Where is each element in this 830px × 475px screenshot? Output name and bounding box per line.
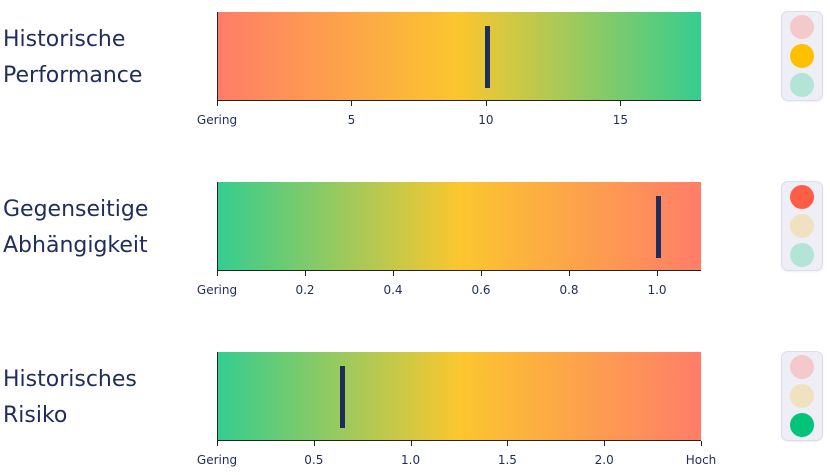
green-lamp-icon — [790, 413, 814, 437]
green-lamp-icon — [790, 73, 814, 97]
axis-tick-label: 0.8 — [559, 283, 579, 297]
axis-tick — [410, 441, 412, 446]
value-marker — [484, 26, 490, 88]
axis-tick-label: Gering — [196, 113, 238, 127]
gauge-bar — [217, 12, 701, 101]
gauge-row-historical-performance: Historische Performance Gering 5 10 15 — [0, 12, 830, 132]
axis-tick-label: 1.0 — [401, 453, 421, 467]
axis-tick — [313, 441, 315, 446]
axis-tick — [305, 271, 306, 276]
value-marker — [656, 196, 661, 258]
red-lamp-icon — [790, 15, 814, 39]
gauge-axis: Gering 0.5 1.0 1.5 2.0 Hoch — [197, 441, 716, 471]
axis-tick-label: 1.0 — [647, 283, 667, 297]
axis-tick — [620, 101, 622, 106]
red-lamp-icon — [790, 185, 814, 209]
axis-tick-label: 5 — [347, 113, 356, 127]
yellow-lamp-icon — [790, 214, 814, 238]
axis-tick-label: 1.5 — [497, 453, 517, 467]
axis-tick-label: 0.5 — [304, 453, 324, 467]
axis-tick — [569, 271, 570, 276]
axis-tick — [701, 441, 702, 446]
axis-tick — [217, 441, 218, 446]
yellow-lamp-icon — [790, 44, 814, 68]
gauge-axis: Gering 5 10 15 — [197, 101, 701, 131]
axis-tick-label: 10 — [478, 113, 494, 127]
axis-tick — [657, 271, 658, 276]
axis-tick — [604, 441, 606, 446]
axis-tick-label: 0.4 — [383, 283, 403, 297]
axis-tick-label: Gering — [196, 283, 238, 297]
row-title-line2: Risiko — [3, 403, 68, 428]
row-title: Gegenseitige Abhängigkeit — [3, 192, 203, 264]
gauge-axis: Gering 0.2 0.4 0.6 0.8 1.0 — [197, 271, 701, 301]
value-marker — [339, 366, 345, 428]
axis-tick — [393, 271, 394, 276]
axis-tick-label: Gering — [196, 453, 238, 467]
axis-tick-label: Hoch — [685, 453, 717, 467]
axis-tick — [217, 271, 218, 276]
traffic-light — [782, 352, 822, 440]
row-title-line1: Historische — [3, 27, 126, 52]
green-lamp-icon — [790, 243, 814, 267]
row-title-line1: Historisches — [3, 367, 137, 392]
axis-tick — [217, 101, 218, 106]
gauge-bar — [217, 182, 701, 271]
row-title-line1: Gegenseitige — [3, 197, 149, 222]
red-lamp-icon — [790, 355, 814, 379]
axis-tick-label: 0.2 — [295, 283, 315, 297]
axis-tick-label: 2.0 — [594, 453, 614, 467]
axis-tick — [351, 101, 353, 106]
yellow-lamp-icon — [790, 384, 814, 408]
axis-tick-label: 15 — [612, 113, 628, 127]
axis-tick — [507, 441, 509, 446]
axis-tick-label: 0.6 — [471, 283, 491, 297]
gauge-bar — [217, 352, 701, 441]
row-title: Historisches Risiko — [3, 362, 203, 434]
row-title-line2: Performance — [3, 63, 143, 88]
gauge-row-historical-risk: Historisches Risiko Gering 0.5 1.0 1.5 2.0 Ho… — [0, 352, 830, 472]
axis-tick — [485, 101, 487, 106]
traffic-light — [782, 182, 822, 270]
traffic-light — [782, 12, 822, 100]
axis-tick — [481, 271, 482, 276]
row-title-line2: Abhängigkeit — [3, 233, 148, 258]
gauge-row-mutual-dependency: Gegenseitige Abhängigkeit Gering 0.2 0.4 0.… — [0, 182, 830, 302]
row-title: Historische Performance — [3, 22, 203, 94]
